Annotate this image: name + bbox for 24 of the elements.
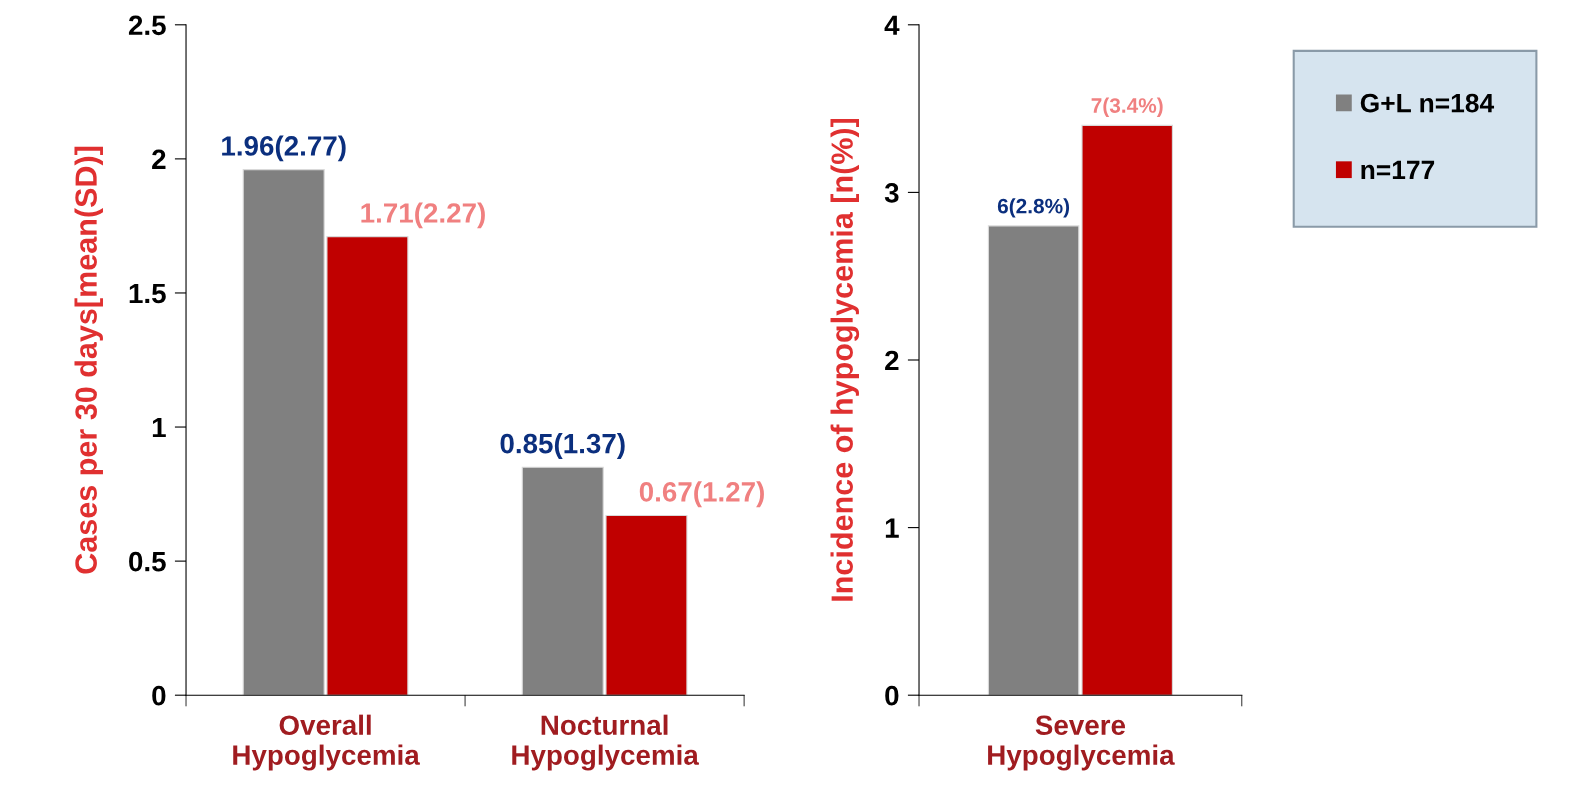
y-axis-title: Incidence of hypoglycemia [n(%)]	[830, 118, 860, 601]
y-axis-title: Cases per 30 days[mean(SD)]	[74, 146, 103, 574]
x-tick-label: Nocturnal Hypoglycemia	[512, 714, 699, 771]
x-tick-label: Severe Hypoglycemia	[988, 715, 1175, 771]
y-tick-label: 0	[885, 685, 899, 706]
legend-label: n=177	[1361, 160, 1435, 179]
data-label: 1.96(2.77)	[222, 135, 346, 162]
y-tick-label: 3	[884, 183, 899, 203]
y-tick-label: 0.5	[129, 551, 166, 572]
y-tick-label: 2	[152, 149, 166, 169]
y-tick-label: 1	[152, 417, 166, 438]
y-tick-label: 2	[885, 350, 899, 371]
data-label: 0.85(1.37)	[500, 433, 625, 459]
x-tick-label: Overall Hypoglycemia	[233, 714, 420, 771]
y-tick-label: 4	[884, 15, 900, 35]
y-tick-label: 0	[152, 685, 166, 706]
y-tick-label: 2.5	[128, 15, 166, 36]
y-tick-label: 1	[885, 518, 899, 538]
data-label: 7(3.4%)	[1091, 97, 1163, 118]
y-tick-label: 1.5	[129, 283, 166, 304]
legend-label: G+L n=184	[1360, 93, 1495, 113]
data-label: 6(2.8%)	[997, 198, 1070, 218]
data-label: 1.71(2.27)	[361, 202, 485, 229]
data-label: 0.67(1.27)	[639, 481, 764, 508]
